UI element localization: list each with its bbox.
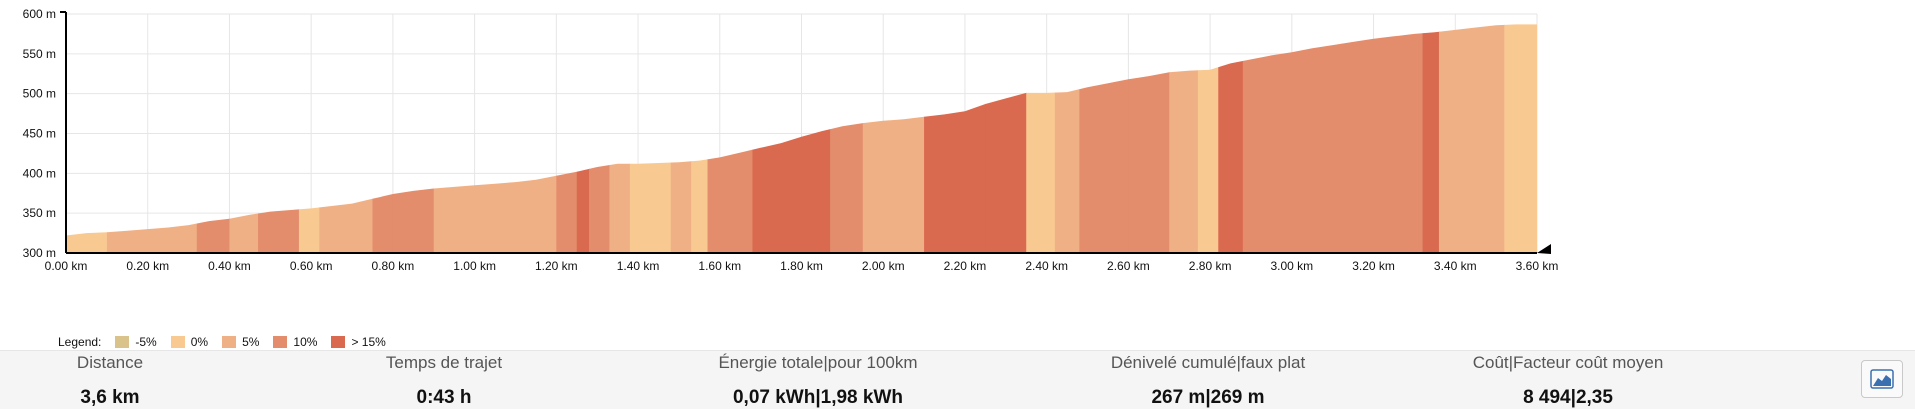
stats-bar: Distance 3,6 km Temps de trajet 0:43 h É… [0, 350, 1915, 409]
elevation-chart: 300 m 350 m 400 m 450 m 500 m 550 m 600 m 0.00 … [23, 7, 1559, 273]
legend-swatch-minus5 [115, 336, 130, 348]
gradient-band [830, 24, 864, 253]
x-tick-label: 2.00 km [862, 259, 905, 273]
stat-elevation-gain-label: Dénivelé cumulé|faux plat [1110, 353, 1306, 372]
legend-item-15: > 15% [331, 335, 386, 349]
x-tick-label: 1.00 km [453, 259, 496, 273]
legend-label-5: 5% [242, 335, 260, 349]
legend-item-0: 0% [170, 335, 209, 349]
gradient-band [1026, 24, 1056, 253]
stat-distance-value: 3,6 km [80, 387, 140, 408]
legend-swatch-0 [170, 336, 185, 348]
gradient-band [985, 24, 1027, 253]
area-chart-icon [1870, 369, 1894, 389]
legend-item-minus5: -5% [115, 335, 157, 349]
gradient-band [1054, 24, 1080, 253]
x-tick-label: 1.40 km [617, 259, 660, 273]
y-tick-label: 600 m [23, 7, 56, 21]
legend: Legend: -5% 0% 5% 10% > 15% [58, 334, 400, 350]
gradient-band [1422, 24, 1440, 253]
gradient-band [1291, 24, 1342, 253]
stat-energy-value: 0,07 kWh|1,98 kWh [732, 387, 904, 408]
gradient-band [1218, 24, 1244, 253]
stat-distance: Distance 3,6 km [0, 351, 270, 409]
stat-travel-time-label: Temps de trajet [385, 353, 503, 372]
x-tick-label: 3.20 km [1352, 259, 1395, 273]
x-tick-label: 3.00 km [1270, 259, 1313, 273]
stat-elevation-gain: Dénivelé cumulé|faux plat 267 m|269 m [1048, 351, 1368, 409]
x-tick-label: 0.60 km [290, 259, 333, 273]
stat-energy-label: Énergie totale|pour 100km [718, 353, 918, 372]
x-tick-label: 0.40 km [208, 259, 251, 273]
x-tick-label: 0.80 km [372, 259, 415, 273]
y-tick-label: 300 m [23, 246, 56, 260]
x-tick-label: 2.80 km [1189, 259, 1232, 273]
x-tick-label: 2.20 km [944, 259, 987, 273]
stat-energy: Énergie totale|pour 100km 0,07 kWh|1,98 … [658, 351, 978, 409]
gradient-band [1438, 24, 1477, 253]
x-tick-label: 2.60 km [1107, 259, 1150, 273]
y-tick-label: 550 m [23, 47, 56, 61]
x-tick-label: 2.40 km [1025, 259, 1068, 273]
y-tick-label: 350 m [23, 206, 56, 220]
gradient-band [924, 24, 986, 253]
y-tick-label: 450 m [23, 127, 56, 141]
x-tick-label: 1.80 km [780, 259, 823, 273]
legend-label-0: 0% [190, 335, 209, 349]
x-tick-label: 0.20 km [126, 259, 169, 273]
gradient-band [1504, 24, 1537, 253]
legend-swatch-15 [331, 336, 346, 348]
x-tick-label: 0.00 km [45, 259, 88, 273]
position-marker [1537, 244, 1551, 254]
gradient-band [1197, 24, 1219, 253]
legend-swatch-10 [273, 336, 288, 348]
toggle-chart-button[interactable] [1861, 360, 1903, 398]
stat-cost-value: 8 494|2,35 [1523, 387, 1613, 408]
stat-travel-time: Temps de trajet 0:43 h [284, 351, 604, 409]
legend-item-10: 10% [273, 335, 317, 349]
legend-label-15: > 15% [351, 335, 386, 349]
legend-swatch-5 [222, 336, 237, 348]
x-tick-label: 1.20 km [535, 259, 578, 273]
legend-label-minus5: -5% [135, 335, 157, 349]
gradient-band [1079, 24, 1129, 253]
stat-distance-label: Distance [76, 353, 144, 372]
gradient-band [1475, 24, 1505, 253]
legend-label-10: 10% [293, 335, 318, 349]
y-tick-label: 500 m [23, 87, 56, 101]
gradient-band [1242, 24, 1293, 253]
stat-travel-time-value: 0:43 h [416, 387, 472, 408]
gradient-band [1169, 24, 1199, 253]
stat-cost: Coût|Facteur coût moyen 8 494|2,35 [1408, 351, 1728, 409]
legend-title: Legend: [58, 335, 102, 349]
stat-cost-label: Coût|Facteur coût moyen [1472, 353, 1664, 372]
gradient-band [862, 24, 925, 253]
y-tick-label: 400 m [23, 166, 56, 180]
x-tick-label: 1.60 km [698, 259, 741, 273]
gradient-band [1128, 24, 1170, 253]
x-tick-label: 3.40 km [1434, 259, 1477, 273]
legend-item-5: 5% [222, 335, 259, 349]
stat-elevation-gain-value: 267 m|269 m [1151, 387, 1265, 408]
gradient-band [1340, 24, 1383, 253]
gradient-band [1381, 24, 1424, 253]
x-tick-label: 3.60 km [1516, 259, 1559, 273]
